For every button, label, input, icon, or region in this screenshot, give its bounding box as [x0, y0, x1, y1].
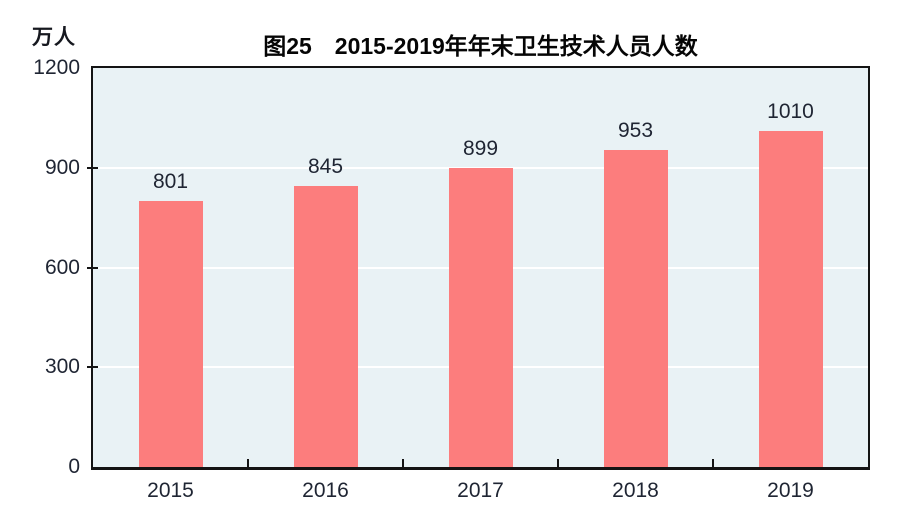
x-axis-category-label: 2019 — [767, 479, 814, 502]
bar-value-label: 953 — [617, 119, 654, 143]
x-axis-category-label: 2015 — [147, 479, 194, 502]
x-axis-tick — [557, 459, 559, 467]
x-axis-tick — [712, 459, 714, 467]
y-axis-tick — [87, 166, 98, 169]
bar-value-label: 1010 — [767, 100, 814, 124]
bar-value-label: 845 — [307, 155, 344, 179]
bar-value-label: 801 — [152, 169, 189, 193]
y-axis-tick-label: 300 — [44, 355, 80, 379]
gridline — [93, 166, 868, 169]
y-axis-tick — [87, 366, 98, 369]
bar-2015 — [138, 200, 203, 467]
bar-2016 — [293, 186, 358, 467]
x-axis-tick — [402, 459, 404, 467]
y-axis-tick-label: 900 — [44, 155, 80, 179]
bar-2019 — [758, 131, 823, 467]
bar-value-label: 899 — [462, 137, 499, 161]
x-axis-tick — [247, 459, 249, 467]
y-axis-tick-label: 0 — [68, 455, 80, 478]
bar-2017 — [448, 168, 513, 467]
x-axis-category-label: 2018 — [612, 479, 659, 502]
bar-2018 — [603, 150, 668, 467]
x-axis-category-label: 2017 — [457, 479, 504, 502]
y-axis-unit-label: 万人 — [32, 26, 76, 49]
x-axis-category-label: 2016 — [302, 479, 349, 502]
plot-area: 801 845 899 953 1010 — [87, 66, 870, 470]
y-axis-tick-label: 600 — [44, 255, 80, 279]
y-axis-tick-label: 1200 — [33, 56, 80, 79]
chart-title: 图25 2015-2019年年末卫生技术人员人数 — [263, 33, 698, 59]
y-axis-tick — [87, 266, 98, 269]
